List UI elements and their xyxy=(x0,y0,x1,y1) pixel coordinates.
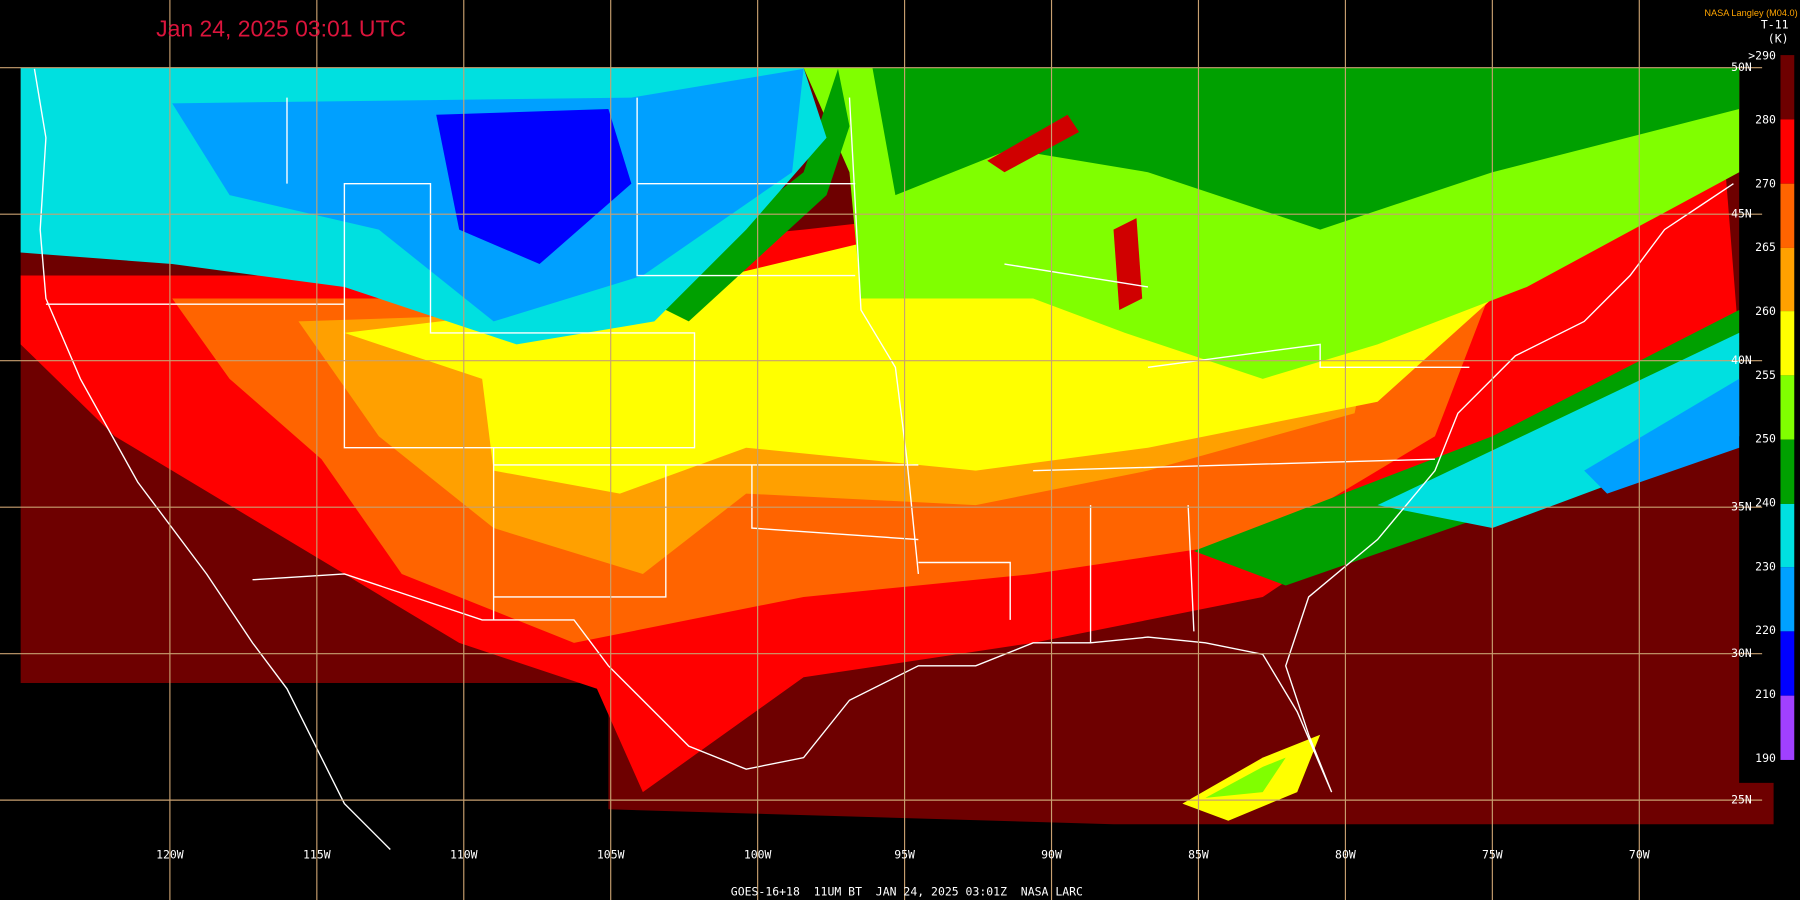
colorbar-label: 220 xyxy=(1755,623,1776,637)
colorbar-segment xyxy=(1780,503,1795,568)
colorbar-segment xyxy=(1780,311,1795,376)
colorbar xyxy=(1780,55,1795,760)
longitude-label: 85W xyxy=(1188,848,1209,862)
zone-lake-red xyxy=(987,114,1080,173)
colorbar-segment xyxy=(1780,439,1795,504)
colorbar-label: 270 xyxy=(1755,176,1776,190)
state-lines xyxy=(45,97,1470,643)
longitude-label: 115W xyxy=(303,848,331,862)
timestamp: Jan 24, 2025 03:01 UTC xyxy=(156,16,406,42)
colorbar-segment xyxy=(1780,695,1795,760)
zone-lake-red xyxy=(1113,218,1143,310)
unit: (K) xyxy=(1768,31,1789,45)
source: NASA Langley (M04.0) xyxy=(1704,8,1797,18)
colorbar-label: 265 xyxy=(1755,240,1776,254)
colorbar-label: 260 xyxy=(1755,304,1776,318)
colorbar-segment xyxy=(1780,631,1795,696)
colorbar-label: 240 xyxy=(1755,495,1776,509)
zone-darkgreen xyxy=(872,67,1740,230)
colorbar-label: 255 xyxy=(1755,368,1776,382)
colorbar-segment xyxy=(1780,247,1795,312)
zone-east-cyan xyxy=(1377,332,1740,529)
latitude-label: 25N xyxy=(1731,793,1752,807)
colorbar-label: 210 xyxy=(1755,687,1776,701)
colorbar-segment xyxy=(1780,183,1795,248)
longitude-label: 105W xyxy=(597,848,625,862)
lat-lon-grid xyxy=(0,0,1763,900)
colorbar-segment xyxy=(1780,375,1795,440)
channel: T-11 xyxy=(1761,18,1789,32)
latitude-label: 30N xyxy=(1731,646,1752,660)
colorbar-label: 230 xyxy=(1755,559,1776,573)
zone-florida-green xyxy=(1205,757,1286,798)
colorbar-label: 280 xyxy=(1755,113,1776,127)
temperature-field xyxy=(20,67,1774,825)
longitude-label: 80W xyxy=(1335,848,1356,862)
latitude-label: 45N xyxy=(1731,207,1752,221)
colorbar-label: 250 xyxy=(1755,432,1776,446)
colorbar-segment xyxy=(1780,119,1795,184)
longitude-label: 70W xyxy=(1629,848,1650,862)
longitude-label: 90W xyxy=(1041,848,1062,862)
colorbar-segment xyxy=(1780,55,1795,120)
zone-blue xyxy=(436,109,632,265)
longitude-label: 100W xyxy=(744,848,772,862)
footer: GOES-16+18 11UM BT JAN 24, 2025 03:01Z N… xyxy=(731,884,1083,898)
zone-east-green xyxy=(1193,309,1740,586)
longitude-label: 120W xyxy=(156,848,184,862)
longitude-label: 110W xyxy=(450,848,478,862)
zone-east-blue xyxy=(1584,378,1740,494)
colorbar-label: 190 xyxy=(1755,751,1776,765)
longitude-label: 75W xyxy=(1482,848,1503,862)
colorbar-segment xyxy=(1780,567,1795,632)
colorbar-label: >290 xyxy=(1748,49,1776,63)
latitude-label: 40N xyxy=(1731,353,1752,367)
longitude-label: 95W xyxy=(894,848,915,862)
latitude-label: 35N xyxy=(1731,500,1752,514)
latitude-label: 50N xyxy=(1731,60,1752,74)
